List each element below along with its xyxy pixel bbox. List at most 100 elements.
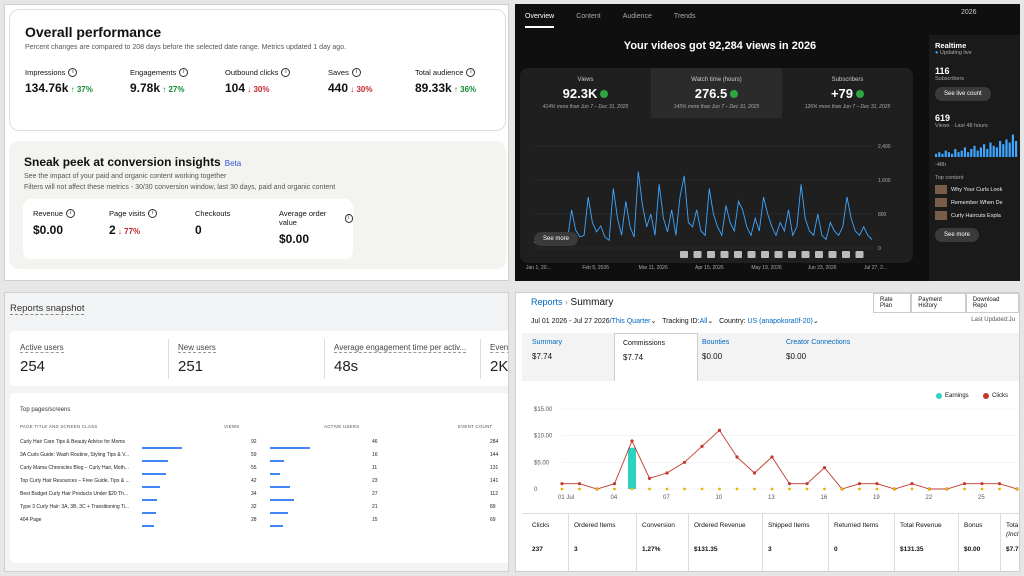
info-icon[interactable]: i: [344, 213, 353, 223]
legend-clicks[interactable]: Clicks: [983, 393, 1008, 399]
summary-tab-1[interactable]: Commissions $7.74: [614, 333, 698, 381]
video-marker: [815, 251, 823, 258]
stat-subscribers[interactable]: Subscribers +79 126% more than Jun 7 – Dec…: [782, 68, 913, 118]
table-cell: $131.35: [900, 546, 924, 553]
views-bar: [142, 473, 166, 475]
realtime-bar: [970, 149, 973, 157]
table-row[interactable]: Type 3 Curly Hair: 3A, 3B, 3C + Transiti…: [20, 502, 508, 515]
metric-value: 251: [178, 358, 204, 375]
table-row[interactable]: Best Budget Curly Hair Products Under $2…: [20, 489, 508, 502]
summary-label: Summary: [532, 339, 562, 346]
check-circle-icon: [600, 89, 609, 98]
table-row[interactable]: Curly Hair Care Tips & Beauty Advice for…: [20, 437, 508, 450]
summary-tab-0[interactable]: Summary $7.74: [532, 339, 562, 361]
clicks-point: [980, 482, 984, 486]
realtime-bar: [960, 150, 963, 157]
clicks-point: [787, 482, 792, 486]
table-row[interactable]: Curly Mama Chronicles Blog – Curly Hair,…: [20, 463, 508, 476]
summary-tab-3[interactable]: Creator Connections $0.00: [786, 339, 850, 361]
video-marker: [720, 251, 729, 258]
metric-change: 30%: [356, 85, 373, 94]
table-row[interactable]: Top Curly Hair Resources – Free Guide, T…: [20, 476, 508, 489]
baseline-point: [770, 487, 774, 491]
top-video-item[interactable]: Curly Haircuts Expla: [935, 211, 1020, 220]
table-header: Returned Items: [834, 522, 879, 529]
table-header: Tota: [1006, 522, 1019, 529]
realtime-views-label: Views · Last 48 hours: [935, 123, 988, 129]
y-tick-label: 0: [534, 487, 538, 493]
metric-value: 104 ↓ 30%: [225, 81, 270, 95]
realtime-bar: [1005, 139, 1008, 157]
metric-label: Outbound clicks i: [225, 68, 291, 77]
tab-trends[interactable]: Trends: [673, 13, 696, 20]
page-title-cell: Type 3 Curly Hair: 3A, 3B, 3C + Transiti…: [20, 504, 130, 510]
divider: [894, 514, 895, 571]
clicks-point: [735, 455, 739, 459]
arrow-up-icon: ↑: [160, 85, 169, 94]
table-row[interactable]: 404 Page 28 15 69: [20, 515, 508, 528]
realtime-bar: [992, 145, 995, 157]
metric-label: Page visits i: [109, 209, 158, 218]
video-marker: [680, 251, 688, 258]
see-live-count-button[interactable]: See live count: [935, 87, 991, 101]
date-range[interactable]: Jul 01 2026 - Jul 27 2026: [531, 318, 610, 325]
tab-audience[interactable]: Audience: [622, 13, 652, 20]
metric-label: Active users: [20, 343, 64, 353]
realtime-bar: [938, 152, 941, 157]
column-header[interactable]: ACTIVE USERS: [324, 424, 360, 429]
tracking-id-selector[interactable]: All: [699, 318, 708, 325]
realtime-bar: [935, 153, 938, 157]
ga-metric-1[interactable]: New users 251: [178, 343, 216, 375]
column-header[interactable]: VIEWS: [224, 424, 240, 429]
x-tick-label: 25: [978, 495, 985, 501]
users-bar: [270, 499, 294, 501]
tab-1[interactable]: Payment History: [911, 293, 966, 313]
column-header[interactable]: PAGE TITLE AND SCREEN CLASS: [20, 424, 98, 429]
realtime-see-more-button[interactable]: See more: [935, 228, 980, 242]
users-bar: [270, 473, 280, 475]
check-circle-icon: [730, 89, 739, 98]
info-icon[interactable]: i: [281, 68, 291, 77]
users-bar: [270, 486, 290, 488]
youtube-studio-panel: Overview Content Audience Trends 2026 Your …: [515, 4, 1020, 281]
realtime-bar: [1008, 142, 1011, 157]
period-selector[interactable]: /This Quarter: [609, 318, 651, 325]
metric-value: 9.78k ↑ 27%: [130, 81, 185, 95]
clicks-point: [752, 471, 757, 475]
tab-overview[interactable]: Overview: [525, 10, 555, 28]
breadcrumb-reports-link[interactable]: Reports: [531, 297, 563, 307]
metric-label: Average order value i: [279, 209, 353, 227]
info-icon[interactable]: i: [351, 68, 361, 77]
info-icon[interactable]: i: [466, 68, 476, 77]
year-selector[interactable]: 2026: [961, 9, 977, 16]
arrow-up-icon: ↑: [451, 85, 461, 94]
info-icon[interactable]: i: [179, 68, 189, 77]
x-tick-label: 22: [926, 495, 933, 501]
legend-earnings[interactable]: Earnings: [936, 393, 969, 399]
realtime-title: Realtime: [935, 41, 967, 50]
table-row[interactable]: 3A Curls Guide: Wash Routine, Styling Ti…: [20, 450, 508, 463]
stat-views[interactable]: Views 92.3K 414% more than Jun 7 – Dec 31,…: [520, 68, 651, 118]
column-header[interactable]: EVENT COUNT: [458, 424, 493, 429]
views-line-chart: 2,400 1,600 800 0 Jan 1, 20... Feb 5, 2026 Mar…: [526, 144, 891, 271]
info-icon[interactable]: i: [68, 68, 78, 77]
last-updated: Last Updated:Ju: [971, 317, 1015, 323]
country-selector[interactable]: US (anapokora0f-20): [747, 318, 813, 325]
ga-metric-0[interactable]: Active users 254: [20, 343, 64, 375]
top-video-item[interactable]: Remember When De: [935, 198, 1020, 207]
tab-content[interactable]: Content: [576, 13, 601, 20]
info-icon[interactable]: i: [66, 209, 76, 218]
see-more-button[interactable]: See more: [534, 232, 579, 246]
info-icon[interactable]: i: [148, 209, 158, 218]
pinterest-analytics-panel: Overall performance Percent changes are …: [4, 4, 509, 281]
tab-2[interactable]: Download Repo: [965, 293, 1019, 313]
stat-sub: 126% more than Jun 7 – Dec 31, 2025: [804, 104, 891, 110]
top-video-item[interactable]: Why Your Curls Look: [935, 185, 1020, 194]
baseline-point: [980, 487, 984, 491]
summary-tab-2[interactable]: Bounties $0.00: [702, 339, 729, 361]
stat-watch[interactable]: Watch time (hours) 276.5 145% more than Ju…: [651, 68, 782, 118]
ga-metric-2[interactable]: Average engagement time per activ... 48s: [334, 343, 467, 375]
chevron-down-icon: ⌄: [812, 318, 819, 325]
ga-metric-3[interactable]: Event 2K: [490, 343, 508, 375]
tab-0[interactable]: Rate Plan: [873, 293, 912, 313]
